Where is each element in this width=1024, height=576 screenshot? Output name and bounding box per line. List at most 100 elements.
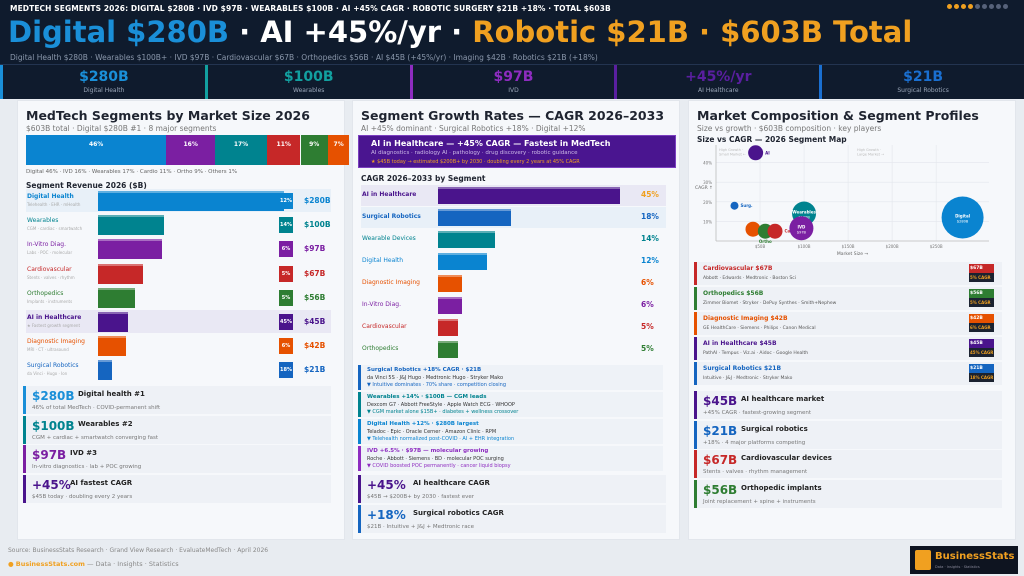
segment-callout: Digital Health +12% · $280B largest Telad… — [358, 419, 663, 444]
stat-card: +18% Surgical robotics CAGR $21B · Intuiti… — [358, 504, 666, 533]
cagr-bar — [438, 187, 620, 204]
stat-card: +45% AI healthcare CAGR $45B → $200B+ by 2… — [358, 475, 666, 503]
segment-sub: Telehealth · EHR · mHealth — [27, 202, 81, 207]
ai-highlight-banner: AI in Healthcare — +45% CAGR — Fastest i… — [358, 135, 676, 168]
callout-note: ▼ Telehealth normalized post-COVID · AI … — [367, 435, 515, 442]
card-value: $100B — [32, 418, 75, 433]
section-title: Segment Revenue 2026 ($B) — [26, 181, 147, 190]
card-value: $21B — [703, 423, 738, 438]
card-value: $280B — [32, 389, 75, 403]
tagline: — Data · Insights · Statistics — [87, 560, 179, 568]
stat-card: $56B Orthopedic implants Joint replacement… — [694, 479, 1002, 508]
card-sub: +18% · 4 major platforms competing — [703, 439, 806, 446]
page-dot[interactable] — [954, 4, 959, 9]
segment-sub: CGM · cardiac · smartwatch — [27, 226, 83, 232]
card-value: $45B — [703, 394, 738, 408]
panel-composition-profiles: Market Composition & Segment Profiles Si… — [688, 100, 1016, 540]
page-dot[interactable] — [975, 4, 980, 9]
page-dot[interactable] — [989, 4, 994, 9]
cagr-badge: 6% — [279, 338, 293, 355]
cagr-row: Orthopedics 5% — [361, 339, 666, 360]
kpi-label: Digital Health — [83, 87, 125, 94]
profile-players: Zimmer Biomet · Stryker · DePuy Synthes … — [703, 301, 837, 306]
size-badge: $67B — [969, 264, 994, 273]
segment-row: AI in Healthcare ★ Fastest growth segment… — [26, 310, 331, 333]
segment-name: AI in Healthcare — [362, 191, 417, 198]
headline-part: Robotic $21B · $603B Total — [472, 15, 913, 49]
callout-players: da Vinci 5S · J&J Hugo · Medtronic Hugo … — [367, 374, 504, 381]
x-tick-label: $250B — [930, 244, 943, 249]
revenue-value: $67B — [304, 268, 326, 278]
page-dot[interactable] — [1003, 4, 1008, 9]
source-note: Source: BusinessStats Research · Grand V… — [8, 547, 269, 554]
card-sub: In-vitro diagnostics · lab + POC growing — [32, 464, 142, 470]
kpi-wearables: $100B Wearables — [204, 65, 410, 99]
headline-part: Digital $280B — [8, 15, 229, 49]
point-label: Wearables — [792, 210, 816, 215]
y-tick-label: 40% — [703, 161, 712, 166]
cagr-value: 6% — [641, 300, 654, 309]
cagr-row: Digital Health 12% — [361, 251, 666, 272]
scatter-point — [730, 201, 739, 210]
page-dot[interactable] — [996, 4, 1001, 9]
cagr-value: 14% — [641, 234, 659, 243]
page-dot[interactable] — [982, 4, 987, 9]
header: MEDTECH SEGMENTS 2026: DIGITAL $280B · I… — [0, 0, 1024, 99]
segment-name: Wearables — [27, 217, 59, 225]
cagr-value: 18% — [641, 212, 659, 221]
revenue-value: $56B — [304, 292, 326, 302]
cagr-badge: 5% — [279, 265, 293, 282]
segment-name: In-Vitro Diag. — [27, 241, 66, 249]
cagr-row: Cardiovascular 5% — [361, 317, 666, 338]
profile-title: Cardiovascular $67B — [703, 265, 773, 272]
point-label: IVD — [797, 224, 806, 229]
scatter-point — [745, 221, 761, 237]
brand-link[interactable]: BusinessStats.com — [15, 560, 85, 568]
revenue-value: $45B — [304, 317, 326, 326]
profile-players: PathAI · Tempus · Viz.ai · Aidoc · Googl… — [703, 351, 809, 356]
scatter-point — [941, 196, 984, 239]
page-dot[interactable] — [947, 4, 952, 9]
cagr-badge: 5% CAGR — [969, 273, 994, 282]
card-sub: 46% of total MedTech · COVID-permanent s… — [32, 405, 161, 411]
quadrant-label: High Growth · Large Market → — [857, 148, 884, 157]
panel-title: Market Composition & Segment Profiles — [697, 108, 979, 123]
cagr-bar — [438, 253, 487, 270]
banner-note: ★ $45B today → estimated $200B+ by 2030 … — [371, 159, 580, 165]
segment-name: Diagnostic Imaging — [362, 279, 420, 286]
kpi-value: $21B — [903, 69, 944, 85]
x-tick-label: $100B — [798, 244, 811, 249]
card-sub: $21B · Intuitive + J&J + Medtronic race — [367, 523, 474, 530]
revenue-bar — [98, 287, 136, 308]
segment-profile: Cardiovascular $67B Abbott · Edwards · Me… — [694, 262, 1002, 285]
stat-card: $280B Digital health #1 46% of total MedTe… — [23, 386, 331, 414]
revenue-value: $100B — [304, 220, 331, 230]
footer-brand: ● BusinessStats.com — Data · Insights · … — [8, 560, 179, 568]
page-dot[interactable] — [968, 4, 973, 9]
panel-subtitle: Size vs growth · $603B composition · key… — [697, 124, 882, 133]
cagr-bar — [438, 275, 463, 292]
card-value: $56B — [703, 482, 738, 497]
stat-card: $67B Cardiovascular devices Stents · valve… — [694, 450, 1002, 478]
composition-segment: 46% — [26, 135, 167, 165]
header-subtitle: Digital Health $280B · Wearables $100B+ … — [10, 53, 598, 62]
segment-callout: Wearables +14% · $100B — CGM leads Dexcom… — [358, 392, 663, 417]
composition-note: Digital 46% · IVD 16% · Wearables 17% · … — [26, 169, 238, 175]
segment-row: Surgical Robotics da Vinci · Hugo · Ion 18… — [26, 358, 331, 381]
composition-segment: 11% — [266, 135, 301, 165]
x-axis-label: Market Size → — [837, 251, 869, 257]
revenue-value: $280B — [304, 196, 331, 205]
page-dots[interactable] — [947, 4, 1008, 9]
callout-note: ▼ COVID boosted POC permanently · cancer… — [367, 462, 511, 469]
logo-sub: Data · Insights · Statistics — [935, 565, 980, 569]
page-dot[interactable] — [961, 4, 966, 9]
cagr-row: In-Vitro Diag. 6% — [361, 295, 666, 316]
stat-card: $45B AI healthcare market +45% CAGR · fast… — [694, 391, 1002, 419]
card-value: $97B — [32, 448, 67, 462]
panel-market-size: MedTech Segments by Market Size 2026 $60… — [17, 100, 350, 540]
segment-name: Diagnostic Imaging — [27, 338, 85, 346]
revenue-bar — [98, 263, 143, 284]
segment-sub: MRI · CT · ultrasound — [27, 347, 69, 353]
composition-segment: 9% — [300, 135, 328, 165]
segment-row: In-Vitro Diag. Labs · POC · molecular 6% $9… — [26, 237, 331, 260]
